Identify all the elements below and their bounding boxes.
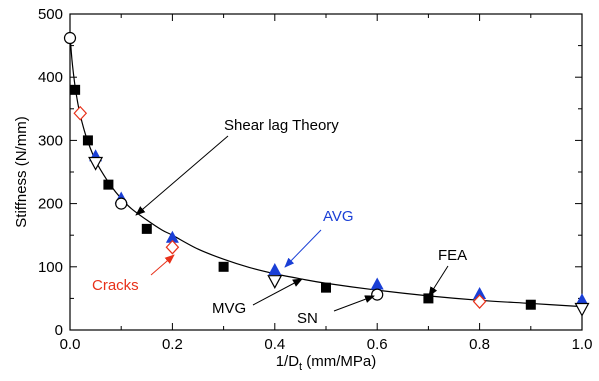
y-tick-label: 500 [38,6,63,23]
x-tick-label: 0.4 [264,336,285,353]
x-axis-label-units: (mm/MPa) [302,353,376,370]
y-tick-labels: 0 100 200 300 400 500 [38,6,63,339]
point-cracks [165,239,180,255]
sn-arrow [333,295,375,312]
annotation-sn: SN [297,310,318,327]
x-tick-label: 0.6 [367,336,388,353]
x-tick-label: 0.0 [60,336,81,353]
point-avg [370,277,384,290]
shear-lag-theory-curve [69,32,583,308]
plot-area-frame [69,13,583,331]
x-axis-label: 1/Dt (mm/MPa) [276,353,377,373]
point-fea [103,179,114,190]
y-axis-label: Stiffness (N/mm) [13,116,30,227]
point-mvg [267,275,283,289]
annotation-shear-lag: Shear lag Theory [224,117,339,134]
cracks-arrow [150,254,175,276]
x-axis-label-subscript: t [299,361,302,373]
y-tick-label: 200 [38,196,63,213]
mvg-arrow [252,278,303,306]
x-tick-label: 0.2 [162,336,183,353]
point-fea [218,261,229,272]
annotation-fea: FEA [438,247,467,264]
data-points [63,31,590,317]
x-axis-label-main: 1/D [276,353,300,370]
x-tick-labels: 0.0 0.2 0.4 0.6 0.8 1.0 [60,336,593,353]
y-tick-label: 100 [38,259,63,276]
shear-lag-arrow [135,135,229,216]
point-mvg [88,156,104,171]
annotation-avg: AVG [323,208,354,225]
x-tick-label: 1.0 [572,336,593,353]
fea-arrow [428,265,449,297]
y-tick-label: 300 [38,132,63,149]
point-avg [575,293,589,306]
point-fea [141,223,152,234]
point-avg [473,286,487,299]
point-avg [165,230,179,243]
point-sn [63,31,77,45]
axis-ticks [69,13,583,331]
point-fea [82,135,93,146]
avg-arrow [284,229,322,268]
point-cracks [472,294,487,309]
annotation-mvg: MVG [212,300,246,317]
point-fea [70,84,81,95]
point-mvg [574,302,590,317]
annotations: Shear lag Theory AVG FEA Cracks MVG SN [92,117,467,327]
x-tick-label: 0.8 [469,336,490,353]
point-sn [371,288,384,301]
point-fea [321,282,331,293]
y-tick-label: 400 [38,69,63,86]
y-tick-label: 0 [55,322,63,339]
point-fea [423,293,434,304]
point-sn [115,197,128,210]
point-cracks [73,105,88,121]
point-avg [268,262,282,275]
annotation-cracks: Cracks [92,277,139,294]
point-fea [525,299,536,310]
